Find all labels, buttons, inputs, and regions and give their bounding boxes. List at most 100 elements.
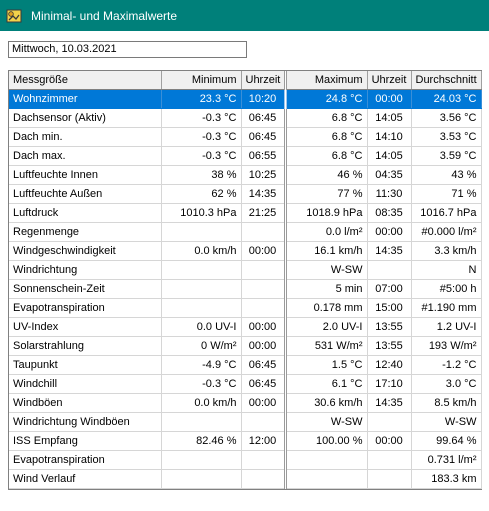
table-row[interactable]: Luftfeuchte Außen 62 % 14:35 77 % 11:30 71 % (9, 184, 482, 204)
cell-min-time: 00:00 (241, 393, 287, 413)
cell-average: 1.2 UV-I (411, 317, 482, 337)
cell-quantity: Sonnenschein-Zeit (9, 279, 162, 299)
cell-minimum (161, 260, 242, 280)
table-row[interactable]: Sonnenschein-Zeit 5 min 07:00 #5:00 h (9, 279, 482, 299)
table-row[interactable]: Windgeschwindigkeit 0.0 km/h 00:00 16.1 km/… (9, 241, 482, 261)
table-row[interactable]: Windböen 0.0 km/h 00:00 30.6 km/h 14:35 8.5 k… (9, 393, 482, 413)
table-row[interactable]: Luftfeuchte Innen 38 % 10:25 46 % 04:35 43 % (9, 165, 482, 185)
cell-min-time: 10:25 (241, 165, 287, 185)
cell-max-time (367, 260, 412, 280)
header-average[interactable]: Durchschnitt (411, 71, 482, 90)
cell-maximum: 6.8 °C (285, 146, 368, 166)
cell-average: 71 % (411, 184, 482, 204)
cell-min-time: 00:00 (241, 317, 287, 337)
table-row[interactable]: Taupunkt -4.9 °C 06:45 1.5 °C 12:40 -1.2 °C (9, 355, 482, 375)
cell-max-time: 07:00 (367, 279, 412, 299)
cell-max-time: 08:35 (367, 203, 412, 223)
cell-average: 3.0 °C (411, 374, 482, 394)
table-row[interactable]: Windchill -0.3 °C 06:45 6.1 °C 17:10 3.0 °C (9, 374, 482, 394)
cell-max-time (367, 450, 412, 470)
cell-average: #1.190 mm (411, 298, 482, 318)
title-bar[interactable]: Minimal- und Maximalwerte (0, 0, 489, 31)
cell-quantity: Wohnzimmer (9, 89, 162, 109)
cell-minimum: 1010.3 hPa (161, 203, 242, 223)
table-row[interactable]: Dach min. -0.3 °C 06:45 6.8 °C 14:10 3.53 °C (9, 127, 482, 147)
cell-min-time: 06:45 (241, 355, 287, 375)
table-row[interactable]: Dach max. -0.3 °C 06:55 6.8 °C 14:05 3.59 °C (9, 146, 482, 166)
cell-maximum: 100.00 % (285, 431, 368, 451)
cell-quantity: Dach min. (9, 127, 162, 147)
table-row[interactable]: Regenmenge 0.0 l/m² 00:00 #0.000 l/m² (9, 222, 482, 242)
cell-quantity: Wind Verlauf (9, 469, 162, 489)
cell-max-time: 12:40 (367, 355, 412, 375)
weather-app-icon (6, 9, 22, 22)
cell-min-time (241, 222, 287, 242)
cell-maximum: 16.1 km/h (285, 241, 368, 261)
cell-minimum (161, 450, 242, 470)
cell-maximum: 6.8 °C (285, 108, 368, 128)
cell-min-time: 21:25 (241, 203, 287, 223)
cell-average: 8.5 km/h (411, 393, 482, 413)
table-row[interactable]: Windrichtung Windböen W-SW W-SW (9, 412, 482, 432)
table-row[interactable]: ISS Empfang 82.46 % 12:00 100.00 % 00:00 99.6… (9, 431, 482, 451)
cell-minimum: 23.3 °C (161, 89, 242, 109)
cell-average: 43 % (411, 165, 482, 185)
cell-minimum: 0 W/m² (161, 336, 242, 356)
cell-minimum: 82.46 % (161, 431, 242, 451)
cell-quantity: Evapotranspiration (9, 450, 162, 470)
cell-max-time: 00:00 (367, 222, 412, 242)
date-field[interactable]: Mittwoch, 10.03.2021 (8, 41, 247, 58)
cell-minimum: 0.0 UV-I (161, 317, 242, 337)
cell-maximum: 1018.9 hPa (285, 203, 368, 223)
cell-quantity: Luftdruck (9, 203, 162, 223)
cell-minimum: -0.3 °C (161, 146, 242, 166)
cell-average: 99.64 % (411, 431, 482, 451)
header-max-time[interactable]: Uhrzeit (367, 71, 412, 90)
cell-maximum: 77 % (285, 184, 368, 204)
header-maximum[interactable]: Maximum (285, 71, 368, 90)
header-quantity[interactable]: Messgröße (9, 71, 162, 90)
table-row[interactable]: Windrichtung W-SW N (9, 260, 482, 280)
cell-quantity: Dachsensor (Aktiv) (9, 108, 162, 128)
cell-average: 24.03 °C (411, 89, 482, 109)
header-minimum[interactable]: Minimum (161, 71, 242, 90)
cell-max-time: 14:05 (367, 146, 412, 166)
cell-min-time: 12:00 (241, 431, 287, 451)
cell-average: 193 W/m² (411, 336, 482, 356)
cell-maximum: 1.5 °C (285, 355, 368, 375)
cell-max-time: 14:05 (367, 108, 412, 128)
cell-min-time: 00:00 (241, 241, 287, 261)
cell-maximum: 531 W/m² (285, 336, 368, 356)
cell-quantity: Luftfeuchte Außen (9, 184, 162, 204)
cell-max-time: 13:55 (367, 317, 412, 337)
header-min-time[interactable]: Uhrzeit (241, 71, 287, 90)
cell-quantity: Luftfeuchte Innen (9, 165, 162, 185)
cell-quantity: Windböen (9, 393, 162, 413)
cell-average: 3.59 °C (411, 146, 482, 166)
cell-min-time: 06:45 (241, 374, 287, 394)
table-row[interactable]: Evapotranspiration 0.731 l/m² (9, 450, 482, 470)
cell-max-time: 11:30 (367, 184, 412, 204)
cell-maximum: 24.8 °C (285, 89, 368, 109)
cell-minimum (161, 298, 242, 318)
cell-quantity: Taupunkt (9, 355, 162, 375)
table-row[interactable]: Evapotranspiration 0.178 mm 15:00 #1.190 mm (9, 298, 482, 318)
table-row[interactable]: Dachsensor (Aktiv) -0.3 °C 06:45 6.8 °C 14:0… (9, 108, 482, 128)
window-title: Minimal- und Maximalwerte (31, 8, 178, 23)
table-row[interactable]: UV-Index 0.0 UV-I 00:00 2.0 UV-I 13:55 1.2 UV… (9, 317, 482, 337)
table-row[interactable]: Wind Verlauf 183.3 km (9, 469, 482, 489)
table-row[interactable]: Solarstrahlung 0 W/m² 00:00 531 W/m² 13:55 19… (9, 336, 482, 356)
cell-maximum: 30.6 km/h (285, 393, 368, 413)
cell-average: N (411, 260, 482, 280)
cell-max-time: 13:55 (367, 336, 412, 356)
cell-maximum: 5 min (285, 279, 368, 299)
cell-average: 3.53 °C (411, 127, 482, 147)
cell-average: #0.000 l/m² (411, 222, 482, 242)
cell-min-time: 00:00 (241, 336, 287, 356)
table-row[interactable]: Luftdruck 1010.3 hPa 21:25 1018.9 hPa 08:35 1… (9, 203, 482, 223)
cell-average: -1.2 °C (411, 355, 482, 375)
cell-quantity: Windchill (9, 374, 162, 394)
table-row[interactable]: Wohnzimmer 23.3 °C 10:20 24.8 °C 00:00 24.03 … (9, 89, 482, 109)
cell-minimum: -4.9 °C (161, 355, 242, 375)
cell-maximum: 46 % (285, 165, 368, 185)
